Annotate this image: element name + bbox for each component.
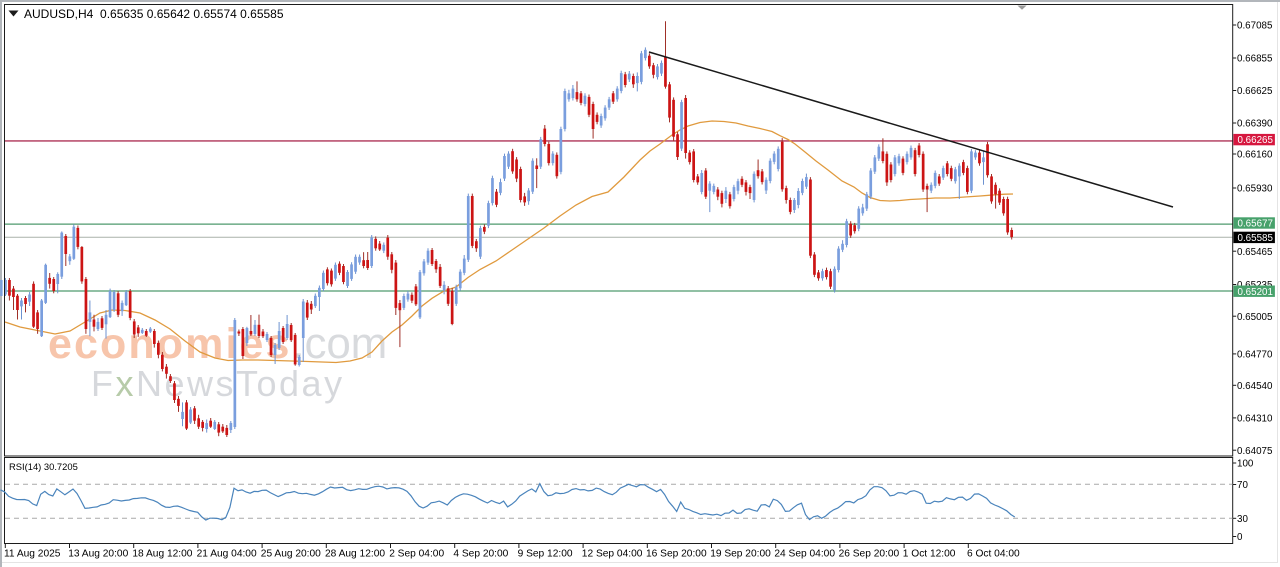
svg-text:0.64540: 0.64540 <box>1237 381 1273 392</box>
svg-text:0.65005: 0.65005 <box>1237 312 1273 323</box>
svg-text:0.65465: 0.65465 <box>1237 247 1273 258</box>
svg-text:13 Aug 20:00: 13 Aug 20:00 <box>68 549 128 560</box>
svg-text:0.66390: 0.66390 <box>1237 119 1273 130</box>
svg-text:18 Aug 12:00: 18 Aug 12:00 <box>132 549 192 560</box>
svg-text:0.65930: 0.65930 <box>1237 184 1273 195</box>
svg-text:0.66160: 0.66160 <box>1237 150 1273 161</box>
svg-text:0.66855: 0.66855 <box>1237 54 1273 65</box>
svg-text:AUDUSD,H4 0.65635 0.65642 0.6: AUDUSD,H4 0.65635 0.65642 0.65574 0.6558… <box>24 7 284 21</box>
svg-text:11 Aug 2025: 11 Aug 2025 <box>4 549 61 560</box>
svg-text:0.65677: 0.65677 <box>1238 219 1273 230</box>
svg-text:21 Aug 04:00: 21 Aug 04:00 <box>197 549 257 560</box>
svg-text:16 Sep 20:00: 16 Sep 20:00 <box>646 549 707 560</box>
svg-text:6 Oct 04:00: 6 Oct 04:00 <box>967 549 1020 560</box>
svg-text:0.67085: 0.67085 <box>1237 21 1273 32</box>
svg-text:0.66625: 0.66625 <box>1237 86 1273 97</box>
svg-text:26 Sep 20:00: 26 Sep 20:00 <box>839 549 900 560</box>
svg-text:30: 30 <box>1237 514 1248 525</box>
svg-text:12 Sep 04:00: 12 Sep 04:00 <box>582 549 643 560</box>
svg-text:0.65201: 0.65201 <box>1238 287 1273 298</box>
svg-text:2 Sep 04:00: 2 Sep 04:00 <box>389 549 444 560</box>
svg-text:.com: .com <box>293 319 388 368</box>
svg-text:0: 0 <box>1237 532 1243 543</box>
svg-text:19 Sep 20:00: 19 Sep 20:00 <box>710 549 771 560</box>
svg-text:1 Oct 12:00: 1 Oct 12:00 <box>903 549 956 560</box>
svg-text:9 Sep 12:00: 9 Sep 12:00 <box>518 549 573 560</box>
svg-text:25 Aug 20:00: 25 Aug 20:00 <box>261 549 321 560</box>
svg-text:0.64075: 0.64075 <box>1237 446 1273 457</box>
svg-text:70: 70 <box>1237 480 1248 491</box>
svg-text:28 Aug 12:00: 28 Aug 12:00 <box>325 549 385 560</box>
svg-text:0.66265: 0.66265 <box>1238 135 1274 146</box>
svg-text:FxNewsToday: FxNewsToday <box>91 363 345 404</box>
svg-text:RSI(14) 30.7205: RSI(14) 30.7205 <box>9 461 78 472</box>
svg-text:4 Sep 20:00: 4 Sep 20:00 <box>453 549 508 560</box>
svg-text:24 Sep 04:00: 24 Sep 04:00 <box>774 549 835 560</box>
svg-text:0.64770: 0.64770 <box>1237 350 1273 361</box>
svg-text:0.64310: 0.64310 <box>1237 414 1273 425</box>
svg-text:100: 100 <box>1237 459 1254 470</box>
svg-text:0.65585: 0.65585 <box>1238 233 1274 244</box>
